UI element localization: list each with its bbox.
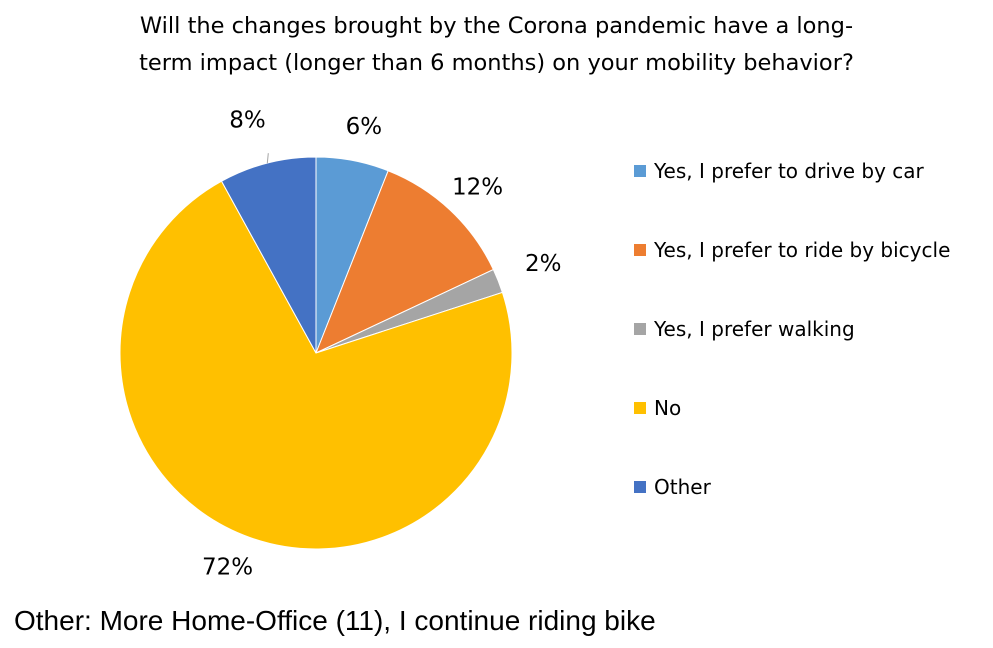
- legend-label-no: No: [654, 396, 682, 420]
- data-label-car: 6%: [346, 114, 383, 140]
- pie-slice-no: [119, 180, 513, 550]
- chart-title-line-2: term impact (longer than 6 months) on yo…: [139, 50, 854, 76]
- chart-title: Will the changes brought by the Corona p…: [0, 8, 993, 82]
- legend-swatch-other: [634, 481, 646, 493]
- chart-title-line-1: Will the changes brought by the Corona p…: [139, 13, 854, 39]
- legend-swatch-no: [634, 402, 646, 414]
- data-label-other: 8%: [229, 107, 266, 133]
- data-label-walking: 2%: [525, 251, 562, 277]
- legend-label-walking: Yes, I prefer walking: [654, 317, 855, 341]
- legend-swatch-car: [634, 165, 646, 177]
- legend-label-car: Yes, I prefer to drive by car: [654, 159, 924, 183]
- pie-slice-bicycle: [315, 170, 495, 354]
- data-label-no: 72%: [202, 555, 253, 581]
- data-label-bicycle: 12%: [452, 174, 503, 200]
- leader-line-other: [266, 153, 269, 164]
- legend-label-other: Other: [654, 475, 711, 499]
- footnote: Other: More Home-Office (11), I continue…: [14, 605, 656, 636]
- legend-label-bicycle: Yes, I prefer to ride by bicycle: [654, 238, 951, 262]
- legend-swatch-bicycle: [634, 244, 646, 256]
- legend-swatch-walking: [634, 323, 646, 335]
- pie-slice-other: [220, 156, 317, 354]
